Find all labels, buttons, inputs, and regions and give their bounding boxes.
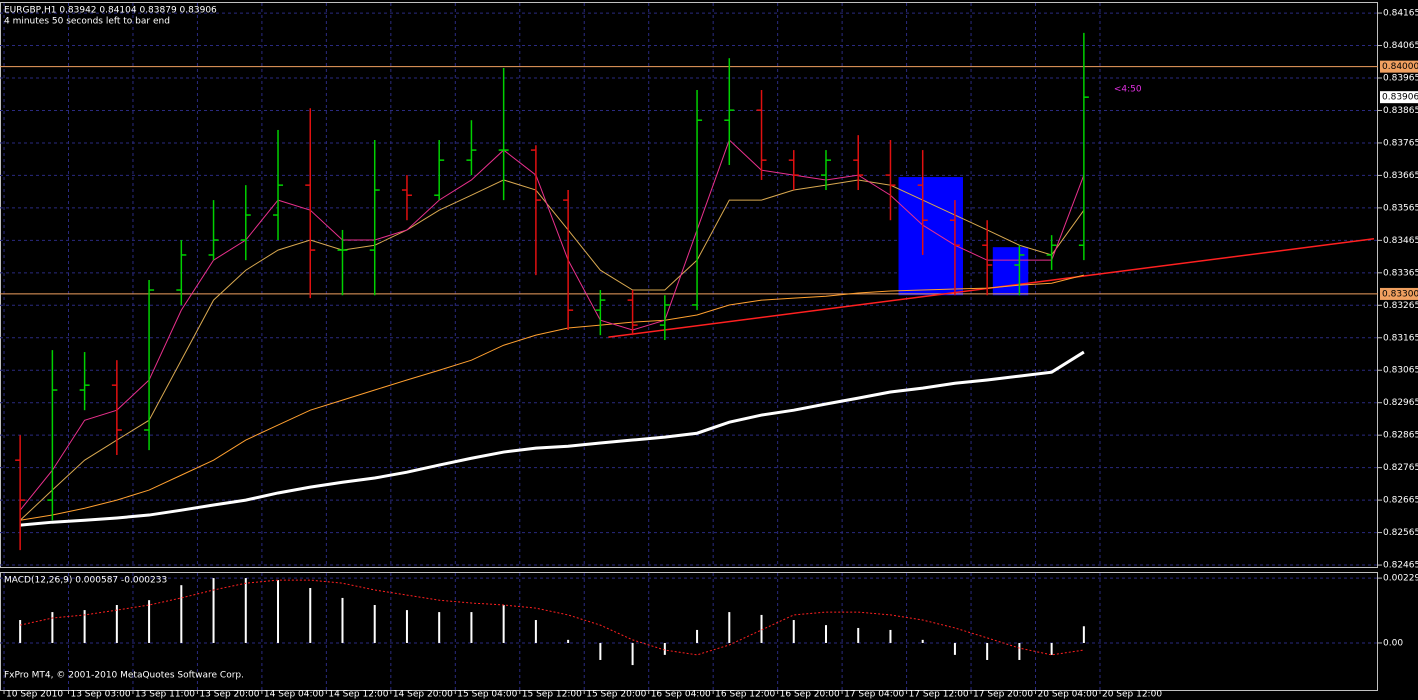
footer: FxPro MT4, © 2001-2010 MetaQuotes Softwa… xyxy=(4,671,244,681)
macd-title: MACD(12,26,9) 0.000587 -0.000233 xyxy=(4,576,167,586)
macd-histogram xyxy=(792,620,795,643)
macd-histogram xyxy=(889,629,892,643)
y-tick-label: 0.84165 xyxy=(1383,9,1418,19)
macd-histogram xyxy=(373,605,376,643)
x-tick-label: 20 Sep 12:00 xyxy=(1102,690,1162,700)
x-tick-label: 10 Sep 2010 xyxy=(6,690,63,700)
x-tick-label: 14 Sep 04:00 xyxy=(264,690,324,700)
y-tick-label: 0.00229 xyxy=(1383,574,1418,584)
macd-histogram xyxy=(824,625,827,643)
y-tick-label: 0.83065 xyxy=(1383,366,1418,376)
y-tick-label: 0.83765 xyxy=(1383,138,1418,148)
macd-histogram xyxy=(534,620,537,643)
y-tick-label: 0.82965 xyxy=(1383,398,1418,408)
x-tick-label: 15 Sep 04:00 xyxy=(457,690,517,700)
macd-histogram xyxy=(921,639,924,643)
macd-histogram xyxy=(405,610,408,643)
y-tick-label: 0.82765 xyxy=(1383,463,1418,473)
countdown: <4:50 xyxy=(1114,85,1142,95)
macd-histogram xyxy=(212,578,215,643)
macd-histogram xyxy=(953,642,956,655)
macd-histogram xyxy=(244,578,247,643)
current-price-box xyxy=(1380,91,1418,104)
x-tick-label: 13 Sep 20:00 xyxy=(199,690,259,700)
timer-text: 4 minutes 50 seconds left to bar end xyxy=(4,17,170,27)
macd-histogram xyxy=(986,642,989,660)
x-tick-label: 15 Sep 20:00 xyxy=(586,690,646,700)
plot xyxy=(0,32,1378,666)
y-tick-label: 0.83465 xyxy=(1383,236,1418,246)
x-tick-label: 17 Sep 04:00 xyxy=(844,690,904,700)
y-tick-label: 0.83865 xyxy=(1383,106,1418,116)
x-tick-label: 17 Sep 20:00 xyxy=(973,690,1033,700)
macd-histogram xyxy=(180,585,183,643)
y-tick-label: 0.00 xyxy=(1383,638,1403,648)
x-tick-label: 13 Sep 11:00 xyxy=(135,690,195,700)
macd-histogram xyxy=(631,642,634,666)
macd-histogram xyxy=(438,612,441,643)
moving-average xyxy=(20,274,1084,521)
y-tick-label: 0.83165 xyxy=(1383,333,1418,343)
macd-histogram xyxy=(309,588,312,643)
symbol-line: EURGBP,H1 0.83942 0.84104 0.83879 0.8390… xyxy=(4,6,217,16)
level-label: 0.84000 xyxy=(1382,62,1418,72)
y-tick-label: 0.83665 xyxy=(1383,171,1418,181)
macd-histogram xyxy=(696,629,699,643)
macd-histogram xyxy=(1018,642,1021,660)
x-tick-label: 15 Sep 12:00 xyxy=(522,690,582,700)
macd-histogram xyxy=(83,610,86,643)
moving-average xyxy=(20,350,1085,527)
macd-histogram xyxy=(760,614,763,643)
current-price-label: 0.83906 xyxy=(1382,93,1418,103)
x-tick-label: 13 Sep 03:00 xyxy=(70,690,130,700)
y-tick-label: 0.82465 xyxy=(1383,561,1418,571)
level-label-box xyxy=(1380,60,1418,73)
x-tick-label: 20 Sep 04:00 xyxy=(1038,690,1098,700)
macd-histogram xyxy=(728,612,731,643)
y-tick-label: 0.82865 xyxy=(1383,431,1418,441)
macd-histogram xyxy=(277,580,280,643)
macd-histogram xyxy=(51,612,54,643)
macd-histogram xyxy=(599,642,602,660)
y-tick-label: 0.83265 xyxy=(1383,301,1418,311)
x-tick-label: 16 Sep 12:00 xyxy=(715,690,775,700)
macd-histogram xyxy=(502,605,505,643)
y-tick-label: 0.82565 xyxy=(1383,528,1418,538)
zone xyxy=(898,177,963,296)
macd-histogram xyxy=(663,642,666,655)
macd-histogram xyxy=(1082,626,1085,643)
x-tick-label: 14 Sep 20:00 xyxy=(393,690,453,700)
x-tick-label: 14 Sep 12:00 xyxy=(328,690,388,700)
macd-histogram xyxy=(1050,642,1053,655)
macd-histogram xyxy=(19,620,22,643)
macd-signal xyxy=(20,579,1084,656)
x-tick-label: 16 Sep 04:00 xyxy=(651,690,711,700)
price-panel xyxy=(0,2,1378,568)
macd-histogram xyxy=(341,597,344,643)
x-tick-label: 17 Sep 12:00 xyxy=(909,690,969,700)
level-label: 0.83300 xyxy=(1382,289,1418,299)
macd-histogram xyxy=(470,612,473,643)
macd-histogram xyxy=(857,627,860,643)
macd-histogram xyxy=(115,605,118,643)
moving-average xyxy=(19,139,1085,511)
y-tick-label: 0.83965 xyxy=(1383,74,1418,84)
macd-panel xyxy=(0,572,1378,691)
y-tick-label: 0.82665 xyxy=(1383,496,1418,506)
macd-histogram xyxy=(148,600,151,643)
y-tick-label: 0.83565 xyxy=(1383,203,1418,213)
moving-average xyxy=(19,179,1085,521)
level-label-box xyxy=(1380,287,1418,300)
x-tick-label: 16 Sep 20:00 xyxy=(780,690,840,700)
y-tick-label: 0.83365 xyxy=(1383,268,1418,278)
y-tick-label: 0.84065 xyxy=(1383,41,1418,51)
macd-histogram xyxy=(567,639,570,643)
